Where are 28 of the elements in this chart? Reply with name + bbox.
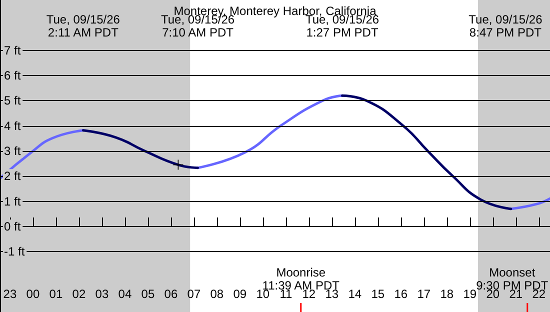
y-tick-label: 6 ft [4,68,22,82]
x-tick-label: 04 [118,287,132,301]
y-tick-label: 7 ft [4,43,22,58]
x-tick-label: 00 [26,287,40,301]
x-tick-label: 02 [72,287,86,301]
y-tick-label: 2 ft [4,169,22,184]
x-tick-label: 06 [164,287,178,301]
y-tick-label: 5 ft [4,94,22,108]
x-tick-label: 23 [3,287,17,301]
x-tick-label: 18 [440,287,454,301]
y-tick-label: 4 ft [4,118,22,133]
x-tick-label: 17 [417,287,431,301]
x-tick-label: 03 [95,287,109,301]
x-tick-label: 08 [210,287,224,301]
x-tick-label: 19 [463,287,477,301]
y-tick-label: 0 ft [4,219,22,234]
x-tick-label: 14 [348,287,362,301]
x-tick-label: 01 [49,287,63,301]
y-tick-label: 3 ft [4,144,22,158]
y-tick-label: 1 ft [4,194,22,208]
x-tick-label: 07 [187,287,201,301]
x-tick-label: 16 [394,287,408,301]
x-tick-label: 15 [371,287,385,301]
annotation: Tue, 09/15/26 2:11 AM PDT [46,12,120,40]
y-tick-label: -1 ft [4,244,26,259]
x-tick-label: 05 [141,287,155,301]
x-tick-label: 09 [233,287,247,301]
annotation: Tue, 09/15/26 8:47 PM PDT [468,12,543,40]
